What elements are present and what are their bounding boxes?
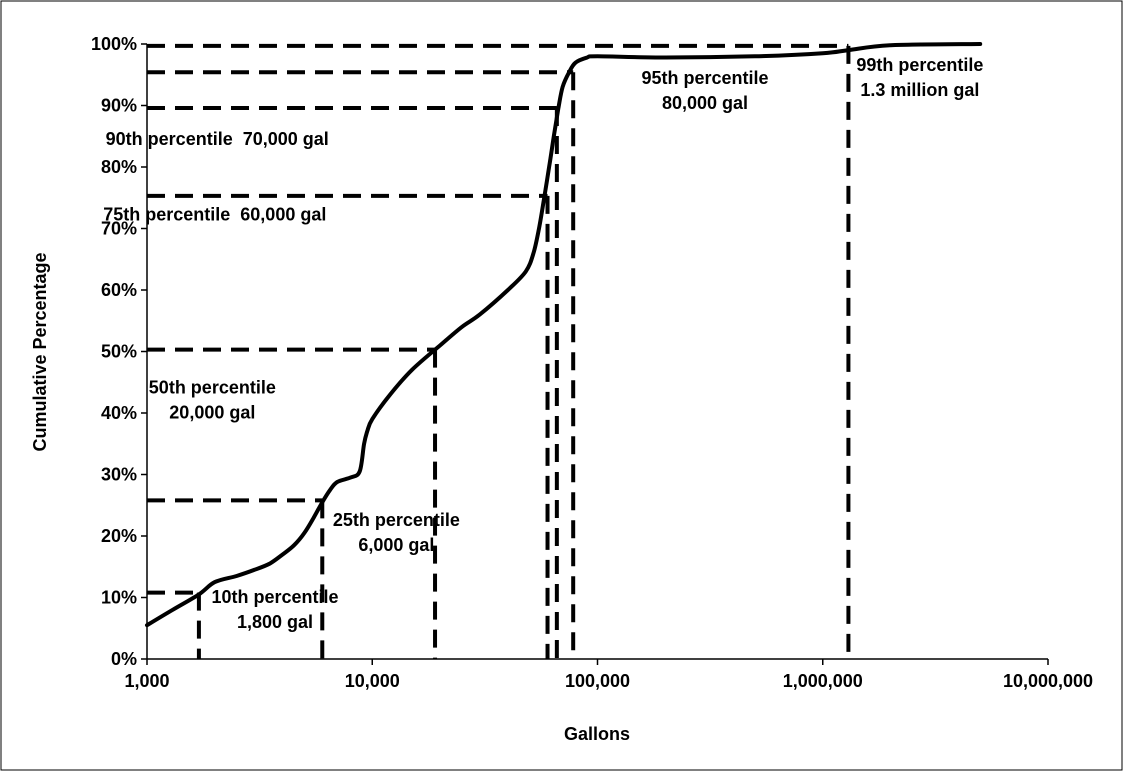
percentile-guides — [147, 43, 851, 659]
y-tick-label: 60% — [101, 280, 137, 300]
percentile-annotation-label: 25th percentile — [333, 510, 460, 530]
percentile-annotation-label: 1.3 million gal — [860, 80, 979, 100]
x-tick-label: 100,000 — [565, 671, 630, 691]
y-tick-label: 90% — [101, 96, 137, 116]
percentile-annotation-label: 1,800 gal — [237, 612, 313, 632]
x-tick-label: 10,000,000 — [1003, 671, 1093, 691]
y-tick-label: 100% — [91, 34, 137, 54]
y-axis-title: Cumulative Percentage — [30, 252, 50, 451]
percentile-annotation-label: 6,000 gal — [358, 535, 434, 555]
series-line — [145, 42, 983, 628]
percentile-annotation-label: 99th percentile — [856, 55, 983, 75]
y-tick-label: 20% — [101, 526, 137, 546]
percentile-annotation-label: 90th percentile 70,000 gal — [106, 129, 329, 149]
percentile-annotation-label: 80,000 gal — [662, 93, 748, 113]
percentile-annotation-label: 10th percentile — [211, 587, 338, 607]
y-tick-label: 30% — [101, 465, 137, 485]
percentile-annotation-label: 20,000 gal — [169, 402, 255, 422]
x-axis-title: Gallons — [564, 724, 630, 744]
x-tick-label: 10,000 — [345, 671, 400, 691]
y-tick-label: 0% — [111, 649, 137, 669]
x-tick-label: 1,000,000 — [783, 671, 863, 691]
percentile-annotation-label: 50th percentile — [149, 377, 276, 397]
axes: 0% 10% 20% 30% 40% 50% 60% 70% 80% 90% 100% 1,000 10… — [91, 34, 1093, 691]
percentile-annotations: 10th percentile 1,800 gal 25th percentile 6… — [103, 55, 983, 632]
y-tick-label: 50% — [101, 342, 137, 362]
y-tick-label: 10% — [101, 588, 137, 608]
y-tick-label: 40% — [101, 403, 137, 423]
y-tick-label: 70% — [101, 219, 137, 239]
percentile-annotation-label: 95th percentile — [641, 68, 768, 88]
y-tick-label: 80% — [101, 157, 137, 177]
x-tick-label: 1,000 — [124, 671, 169, 691]
percentile-annotation-label: 75th percentile 60,000 gal — [103, 205, 326, 225]
